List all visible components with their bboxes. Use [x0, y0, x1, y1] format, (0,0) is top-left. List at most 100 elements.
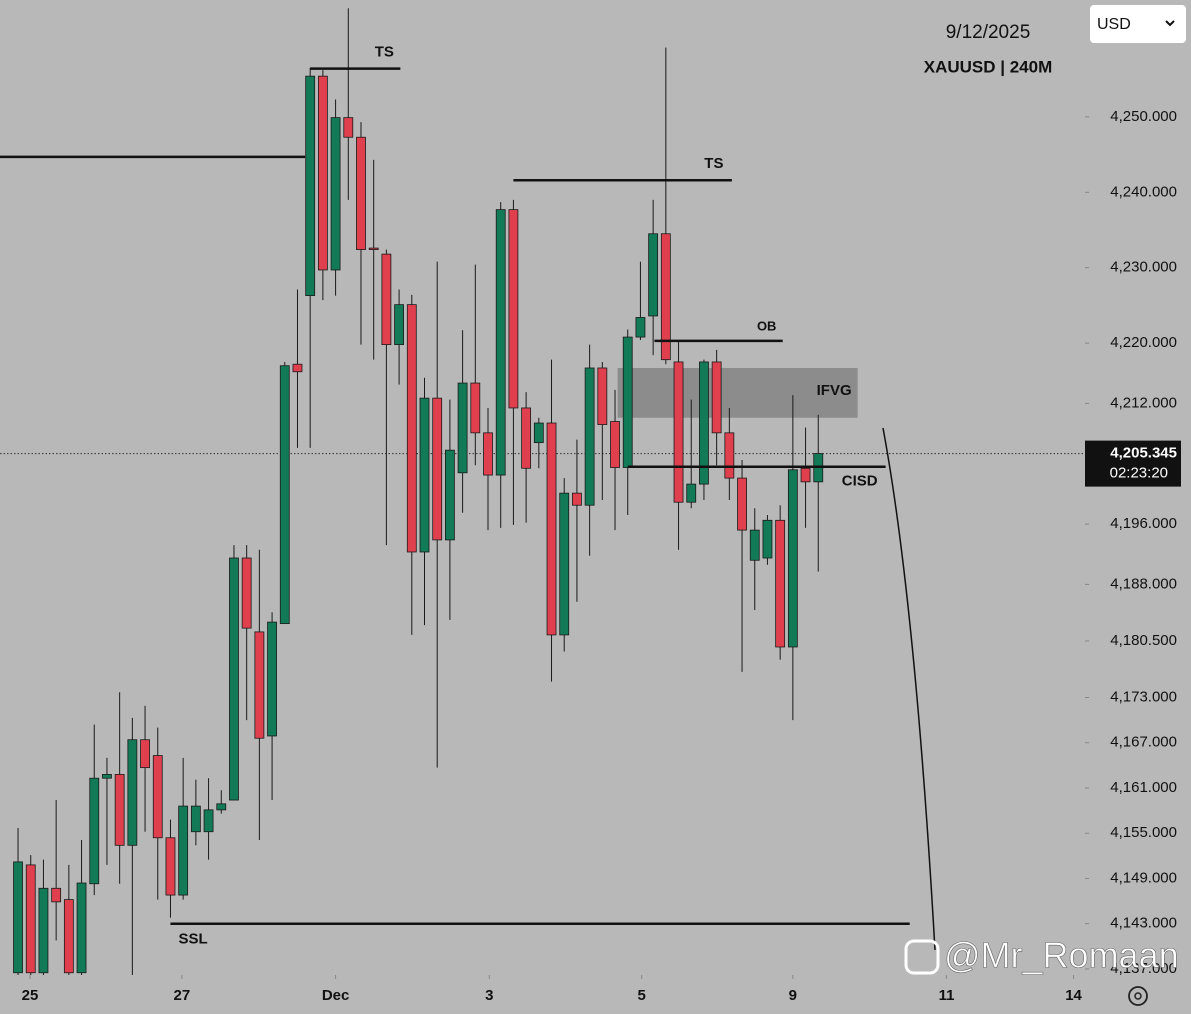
candle-body	[635, 317, 646, 338]
candle-body	[102, 774, 112, 779]
candle-body	[673, 361, 684, 503]
candle-body	[470, 382, 481, 434]
zone-label: IFVG	[817, 382, 852, 399]
gear[interactable]	[1128, 986, 1148, 1006]
candle-body	[394, 304, 404, 346]
candle-body	[279, 365, 290, 625]
y-tick-label: 4,173.000	[1110, 688, 1177, 705]
level-label: CISD	[842, 473, 878, 490]
y-tick-label: 4,137.000	[1110, 960, 1177, 977]
candle-body	[229, 557, 239, 801]
candle-body	[89, 777, 100, 885]
y-tick-label: 4,188.000	[1110, 575, 1177, 592]
candle-body	[737, 477, 747, 531]
y-tick-label: 4,230.000	[1110, 259, 1177, 276]
x-tick-label: Dec	[322, 987, 350, 1004]
candle-body	[432, 397, 443, 541]
candle-body	[699, 361, 709, 485]
candle-body	[241, 557, 252, 629]
candle-body	[152, 755, 163, 839]
candle-body	[368, 247, 379, 250]
symbol: XAUUSD | 240M	[924, 57, 1053, 76]
y-tick-label: 4,167.000	[1110, 734, 1177, 751]
gear-center	[1134, 992, 1142, 1000]
candle-body	[572, 492, 582, 506]
y-tick-label: 4,149.000	[1110, 869, 1177, 886]
y-tick-label: 4,212.000	[1110, 394, 1177, 411]
candle-body	[533, 422, 544, 444]
candle-body	[775, 519, 786, 648]
y-tick-label: 4,240.000	[1110, 183, 1177, 200]
level-label: TS	[704, 155, 723, 172]
candle-body	[76, 882, 87, 974]
candle-body	[254, 631, 265, 739]
price-tag	[1085, 440, 1181, 487]
candle-body	[521, 407, 532, 469]
watermark: @Mr_Romaan	[944, 935, 1179, 976]
y-tick-label: 4,180.500	[1110, 632, 1177, 649]
projection-arrow	[882, 427, 936, 951]
currency-box[interactable]	[1090, 5, 1186, 43]
candle-body	[787, 469, 798, 648]
candle-body	[330, 117, 341, 271]
candle-body	[356, 136, 366, 250]
candle-body	[203, 809, 214, 833]
currency-select[interactable]: USD	[1090, 5, 1186, 43]
x-tick-label: 3	[485, 987, 493, 1004]
y-tick-label: 4,250.000	[1110, 108, 1177, 125]
x-tick-label: 5	[638, 987, 646, 1004]
candle-body	[749, 529, 760, 561]
candle-body	[762, 519, 773, 559]
date: 9/12/2025	[946, 22, 1031, 43]
countdown: 02:23:20	[1110, 465, 1168, 482]
level-label: TS	[375, 44, 394, 61]
candle-body	[483, 432, 493, 476]
currency[interactable]: USD	[1097, 16, 1131, 33]
candle-body	[178, 805, 189, 896]
candle-body	[559, 492, 570, 636]
candle-body	[292, 363, 303, 373]
candle-body	[686, 483, 697, 503]
candle-body	[419, 397, 430, 553]
candle-body	[38, 887, 49, 974]
y-tick-label: 4,155.000	[1110, 824, 1177, 841]
candle-body	[457, 382, 468, 474]
candle-body	[610, 421, 620, 468]
candle-body	[724, 432, 735, 479]
watermark-icon	[904, 939, 940, 975]
candle-body	[508, 209, 519, 409]
candle-body	[584, 367, 595, 506]
ifvg-zone	[617, 367, 858, 418]
level-label: OB	[757, 318, 777, 333]
candle-body	[63, 899, 74, 974]
candle-body	[165, 837, 176, 896]
candle-body	[648, 233, 659, 317]
x-tick-label: 11	[939, 987, 955, 1004]
plot: 4,250.000 4,240.000 4,230.000 4,220.000 4,21…	[0, 8, 1177, 1004]
candle-body	[317, 75, 328, 271]
candle-body	[622, 336, 633, 468]
candle-body	[800, 467, 811, 483]
candle-body	[406, 304, 417, 553]
candle-body	[216, 803, 227, 811]
candle-body	[546, 422, 557, 636]
settings-icon[interactable]	[1128, 986, 1148, 1006]
y-tick-label: 4,143.000	[1110, 915, 1177, 932]
candle-body	[13, 861, 23, 974]
candle-body	[445, 449, 455, 541]
x-tick-label: 9	[789, 987, 797, 1004]
y-tick-label: 4,161.000	[1110, 779, 1177, 796]
candle-body	[381, 253, 392, 346]
candle-body	[114, 774, 125, 846]
x-tick-label: 25	[22, 987, 39, 1004]
candle-body	[140, 739, 150, 769]
y-tick-label: 4,196.000	[1110, 515, 1177, 532]
x-tick-label: 27	[174, 987, 191, 1004]
candle-body	[267, 621, 277, 737]
candle-body	[660, 233, 671, 361]
x-tick-label: 14	[1065, 987, 1082, 1004]
candle-body	[305, 75, 316, 296]
candle-body	[127, 739, 138, 846]
